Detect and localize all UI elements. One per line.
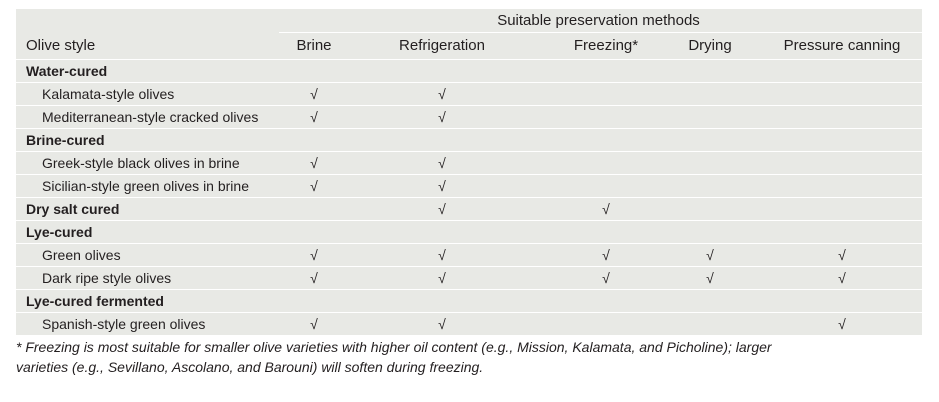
olive-style-label: Sicilian-style green olives in brine bbox=[42, 178, 249, 194]
check-mark-refrigeration: √ bbox=[438, 247, 446, 263]
check-mark-pressure-canning: √ bbox=[838, 316, 846, 332]
olive-preservation-table: Suitable preservation methods Olive styl… bbox=[16, 9, 922, 335]
check-mark-pressure-canning: √ bbox=[838, 270, 846, 286]
table-body: Water-cured Kalamata-style olives √ √ Medite… bbox=[16, 59, 922, 335]
check-mark-refrigeration: √ bbox=[438, 86, 446, 102]
table-row: Dark ripe style olives √ √ √ √ √ bbox=[16, 266, 922, 289]
olive-style-label: Dark ripe style olives bbox=[42, 270, 172, 286]
check-mark-refrigeration: √ bbox=[438, 155, 446, 171]
check-mark-brine: √ bbox=[310, 178, 318, 194]
check-mark-brine: √ bbox=[310, 270, 318, 286]
column-header-row: Olive style Brine Refrigeration Freezing… bbox=[16, 33, 922, 59]
check-mark-brine: √ bbox=[310, 316, 318, 332]
olive-preservation-table-container: Suitable preservation methods Olive styl… bbox=[16, 9, 922, 335]
footnote-line-2: varieties (e.g., Sevillano, Ascolano, an… bbox=[16, 359, 484, 375]
table-row: Sicilian-style green olives in brine √ √ bbox=[16, 174, 922, 197]
check-mark-freezing: √ bbox=[602, 247, 610, 263]
check-mark-refrigeration: √ bbox=[438, 201, 446, 217]
olive-style-label: Spanish-style green olives bbox=[42, 316, 206, 332]
check-mark-brine: √ bbox=[310, 247, 318, 263]
table-row: Greek-style black olives in brine √ √ bbox=[16, 151, 922, 174]
column-header-freezing: Freezing* bbox=[573, 37, 639, 54]
olive-style-label: Greek-style black olives in brine bbox=[42, 155, 240, 171]
group-header: Suitable preservation methods bbox=[497, 12, 700, 29]
olive-style-label: Green olives bbox=[42, 247, 121, 263]
table-row: Green olives √ √ √ √ √ bbox=[16, 243, 922, 266]
category-row: Brine-cured bbox=[16, 128, 922, 151]
category-row: Dry salt cured √ √ bbox=[16, 197, 922, 220]
check-mark-drying: √ bbox=[706, 270, 714, 286]
check-mark-freezing: √ bbox=[602, 270, 610, 286]
check-mark-refrigeration: √ bbox=[438, 109, 446, 125]
group-header-row: Suitable preservation methods bbox=[16, 9, 922, 33]
footnote: * Freezing is most suitable for smaller … bbox=[16, 337, 922, 377]
check-mark-brine: √ bbox=[310, 109, 318, 125]
check-mark-pressure-canning: √ bbox=[838, 247, 846, 263]
check-mark-refrigeration: √ bbox=[438, 316, 446, 332]
column-header-drying: Drying bbox=[688, 37, 732, 54]
column-header-olive-style: Olive style bbox=[26, 37, 96, 54]
group-header-rule bbox=[279, 32, 922, 33]
category-label: Dry salt cured bbox=[26, 201, 120, 217]
table-row: Kalamata-style olives √ √ bbox=[16, 82, 922, 105]
footnote-line-1: * Freezing is most suitable for smaller … bbox=[16, 339, 772, 355]
check-mark-drying: √ bbox=[706, 247, 714, 263]
category-label: Brine-cured bbox=[26, 132, 105, 148]
table-row: Mediterranean-style cracked olives √ √ bbox=[16, 105, 922, 128]
category-label: Lye-cured fermented bbox=[26, 293, 164, 309]
category-row: Lye-cured bbox=[16, 220, 922, 243]
check-mark-refrigeration: √ bbox=[438, 178, 446, 194]
olive-style-label: Kalamata-style olives bbox=[42, 86, 175, 102]
table-row: Spanish-style green olives √ √ √ bbox=[16, 312, 922, 335]
olive-style-label: Mediterranean-style cracked olives bbox=[42, 109, 259, 125]
check-mark-refrigeration: √ bbox=[438, 270, 446, 286]
check-mark-brine: √ bbox=[310, 86, 318, 102]
check-mark-brine: √ bbox=[310, 155, 318, 171]
check-mark-freezing: √ bbox=[602, 201, 610, 217]
column-header-brine: Brine bbox=[296, 37, 332, 54]
column-header-refrigeration: Refrigeration bbox=[399, 37, 485, 54]
column-header-pressure-canning: Pressure canning bbox=[783, 37, 901, 54]
category-row: Water-cured bbox=[16, 59, 922, 82]
category-label: Water-cured bbox=[26, 63, 108, 79]
category-label: Lye-cured bbox=[26, 224, 93, 240]
category-row: Lye-cured fermented bbox=[16, 289, 922, 312]
